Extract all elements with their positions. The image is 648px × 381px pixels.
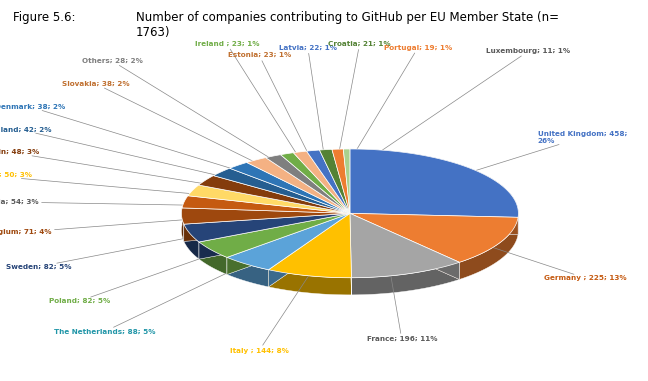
Text: Croatia; 21; 1%: Croatia; 21; 1% (329, 41, 391, 171)
Text: Spain; 48; 3%: Spain; 48; 3% (0, 149, 258, 192)
Polygon shape (227, 213, 350, 270)
Polygon shape (459, 217, 518, 279)
Polygon shape (351, 262, 459, 295)
Text: Romania; 54; 3%: Romania; 54; 3% (0, 199, 244, 206)
Text: The Netherlands; 88; 5%: The Netherlands; 88; 5% (54, 246, 283, 335)
Polygon shape (199, 213, 350, 258)
Polygon shape (247, 158, 350, 213)
Polygon shape (350, 213, 518, 234)
Polygon shape (268, 213, 351, 278)
Polygon shape (268, 213, 350, 287)
Text: Germany ; 225; 13%: Germany ; 225; 13% (446, 232, 627, 281)
Polygon shape (350, 213, 518, 234)
Text: Portugal; 19; 1%: Portugal; 19; 1% (343, 45, 452, 171)
Text: Ireland ; 23; 1%: Ireland ; 23; 1% (194, 41, 309, 174)
Text: Luxembourg; 11; 1%: Luxembourg; 11; 1% (350, 48, 570, 172)
Polygon shape (319, 149, 350, 213)
Polygon shape (184, 213, 350, 241)
Polygon shape (227, 213, 350, 275)
Text: Number of companies contributing to GitHub per EU Member State (n=
1763): Number of companies contributing to GitH… (136, 11, 559, 39)
Polygon shape (184, 224, 199, 259)
Polygon shape (307, 150, 350, 213)
Text: Poland; 82; 5%: Poland; 82; 5% (49, 237, 262, 304)
Text: France; 196; 11%: France; 196; 11% (367, 253, 437, 342)
Text: Figure 5.6:: Figure 5.6: (13, 11, 75, 24)
Polygon shape (266, 155, 350, 213)
Polygon shape (350, 213, 351, 295)
Text: Sweden; 82; 5%: Sweden; 82; 5% (6, 226, 248, 270)
Polygon shape (350, 149, 518, 234)
Text: Denmark; 38; 2%: Denmark; 38; 2% (0, 104, 278, 183)
Polygon shape (350, 213, 459, 279)
Polygon shape (199, 242, 227, 275)
Text: Czech Republic; 50; 3%: Czech Republic; 50; 3% (0, 172, 249, 199)
Text: Slovakia; 38; 2%: Slovakia; 38; 2% (62, 81, 289, 179)
Polygon shape (227, 258, 268, 287)
Polygon shape (343, 149, 350, 213)
Polygon shape (350, 213, 518, 262)
Polygon shape (350, 213, 459, 279)
Text: Latvia; 22; 1%: Latvia; 22; 1% (279, 45, 337, 172)
Polygon shape (213, 168, 350, 213)
Polygon shape (281, 153, 350, 213)
Polygon shape (268, 270, 351, 295)
Polygon shape (182, 196, 350, 213)
Polygon shape (350, 149, 518, 217)
Polygon shape (294, 151, 350, 213)
Polygon shape (350, 213, 459, 278)
Polygon shape (332, 149, 350, 213)
Polygon shape (199, 213, 350, 259)
Text: Belgium; 71; 4%: Belgium; 71; 4% (0, 215, 243, 235)
Text: Others; 28; 2%: Others; 28; 2% (82, 58, 300, 176)
Polygon shape (198, 176, 350, 213)
Polygon shape (268, 213, 350, 287)
Text: United Kingdom; 458;
26%: United Kingdom; 458; 26% (429, 131, 627, 185)
Polygon shape (181, 208, 350, 224)
Text: Finland; 42; 2%: Finland; 42; 2% (0, 126, 268, 187)
Polygon shape (350, 213, 351, 295)
Text: Estonia; 23; 1%: Estonia; 23; 1% (227, 52, 318, 173)
Polygon shape (184, 213, 350, 241)
Text: Italy ; 144; 8%: Italy ; 144; 8% (230, 255, 323, 354)
Polygon shape (184, 213, 350, 242)
Polygon shape (229, 162, 350, 213)
Polygon shape (227, 213, 350, 275)
Polygon shape (181, 208, 184, 241)
Polygon shape (199, 213, 350, 259)
Polygon shape (188, 185, 350, 213)
